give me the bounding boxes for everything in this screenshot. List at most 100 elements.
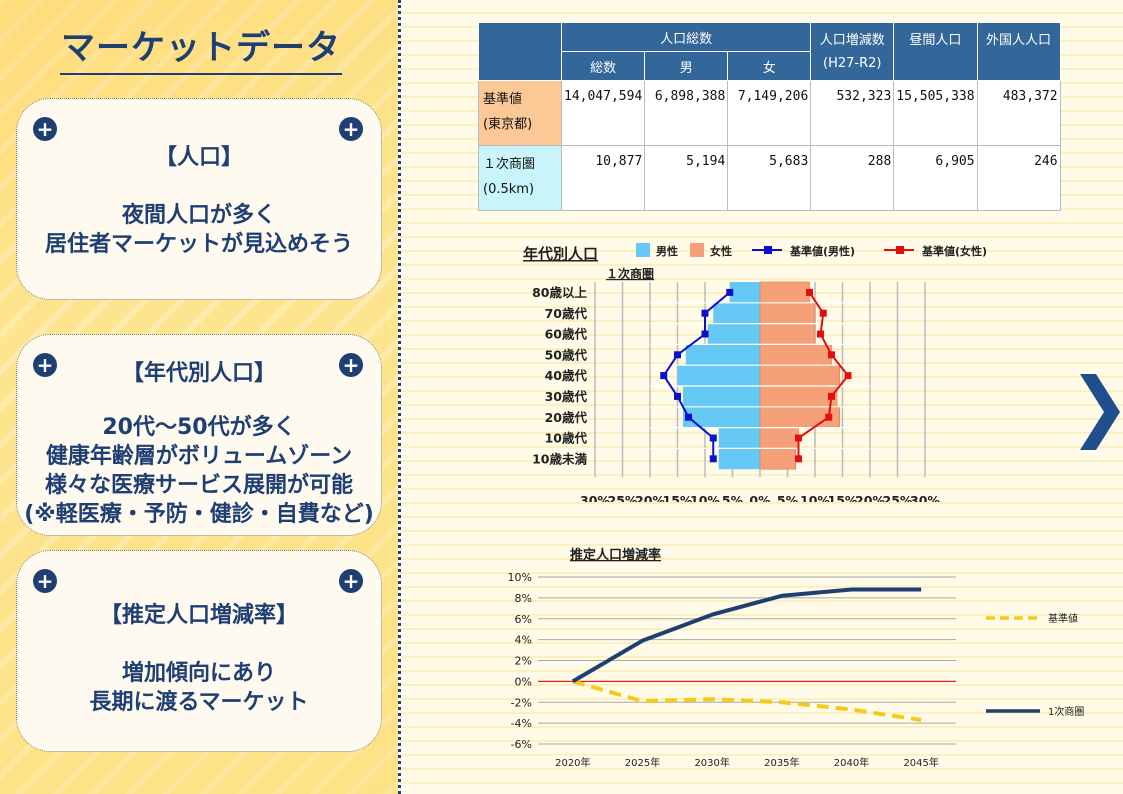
y-tick-label: 6% <box>515 613 532 626</box>
legend-label: 男性 <box>656 244 678 258</box>
series-marker <box>701 330 709 338</box>
cell-female: 5,683 <box>727 145 812 211</box>
plus-icon[interactable]: + <box>33 569 57 593</box>
bar-female <box>759 281 810 304</box>
header-foreign: 外国人人口 <box>976 22 1061 81</box>
legend-marker <box>896 246 904 254</box>
series-marker <box>828 351 835 359</box>
plus-icon[interactable]: + <box>339 569 363 593</box>
card-heading: 【推定人口増減率】 <box>99 603 298 628</box>
series-marker <box>726 288 734 296</box>
header-change-label: 人口増減数 <box>819 33 885 48</box>
row-label: １次商圏 (0.5km) <box>478 145 562 211</box>
series-marker <box>674 351 681 359</box>
bar-female <box>759 427 799 449</box>
series-marker <box>709 434 717 442</box>
series-marker <box>701 309 709 317</box>
plus-icon[interactable]: + <box>339 353 363 377</box>
x-tick-label: 0% <box>749 493 771 502</box>
card-heading: 【年代別人口】 <box>121 361 276 386</box>
x-tick-label: 20% <box>855 493 885 502</box>
y-tick-label: -2% <box>511 696 532 709</box>
page-title-wrap: マーケットデータ <box>60 20 342 75</box>
series-line <box>571 587 922 684</box>
legend-label: 基準値(男性) <box>789 244 855 258</box>
row-label-sub: (0.5km) <box>483 182 535 197</box>
y-tick-label: 10% <box>508 571 532 584</box>
cell-total: 10,877 <box>560 145 646 211</box>
bar-male <box>718 427 760 449</box>
header-daytime: 昼間人口 <box>893 22 978 81</box>
cell-foreign: 483,372 <box>976 80 1061 146</box>
plus-icon[interactable]: + <box>339 117 363 141</box>
series-marker <box>844 372 852 380</box>
series-marker <box>709 455 717 463</box>
y-category-label: 60歳代 <box>545 327 588 342</box>
card-heading: 【人口】 <box>154 145 243 170</box>
x-tick-label: 20% <box>635 493 665 502</box>
bar-male <box>683 406 760 428</box>
x-tick-label: 2025年 <box>625 756 660 769</box>
series-marker <box>685 413 692 421</box>
row-label-main: １次商圏 <box>483 157 536 172</box>
card-body: 夜間人口が多く 居住者マーケットが見込めそう <box>44 203 353 257</box>
y-tick-label: -4% <box>511 717 532 730</box>
x-tick-label: 15% <box>828 493 858 502</box>
x-tick-label: 2040年 <box>834 756 869 769</box>
cell-change: 532,323 <box>810 80 895 146</box>
header-female: 女 <box>727 51 812 81</box>
x-tick-label: 30% <box>910 493 940 502</box>
legend-marker <box>764 246 772 254</box>
table-row: 基準値 (東京都) 14,047,594 6,898,388 7,149,206… <box>478 80 1061 146</box>
cell-total: 14,047,594 <box>560 80 646 146</box>
x-tick-label: 2035年 <box>764 756 799 769</box>
y-tick-label: 2% <box>515 655 532 668</box>
card-age-population: + + 【年代別人口】 20代～50代が多く 健康年齢層がボリュームゾーン 様々… <box>16 334 382 536</box>
y-category-label: 10歳代 <box>545 431 588 446</box>
y-category-label: 30歳代 <box>545 389 588 404</box>
header-population-total: 人口総数 <box>560 22 812 52</box>
x-tick-label: 25% <box>883 493 913 502</box>
x-tick-label: 15% <box>663 493 693 502</box>
x-tick-label: 10% <box>800 493 830 502</box>
series-line <box>572 679 922 722</box>
series-marker <box>817 330 824 338</box>
header-change-period: (H27-R2) <box>823 56 882 71</box>
card-growth-rate: + + 【推定人口増減率】 増加傾向にあり 長期に渡るマーケット <box>16 550 382 752</box>
cell-change: 288 <box>810 145 895 211</box>
y-tick-label: 4% <box>515 634 532 647</box>
bar-male <box>683 386 760 407</box>
row-label-sub: (東京都) <box>483 117 533 132</box>
x-tick-label: 5% <box>777 493 799 502</box>
corner-header <box>478 22 562 81</box>
header-male: 男 <box>644 51 729 81</box>
bar-female <box>759 302 816 324</box>
y-category-label: 80歳以上 <box>532 285 587 300</box>
series-marker <box>825 413 833 421</box>
cell-daytime: 6,905 <box>893 145 978 211</box>
legend-swatch <box>636 243 650 257</box>
x-tick-label: 5% <box>722 493 744 502</box>
legend-label: 女性 <box>710 244 732 258</box>
y-tick-label: 0% <box>515 675 532 688</box>
plus-icon[interactable]: + <box>33 117 57 141</box>
legend-label: 基準値(女性) <box>921 244 987 258</box>
card-population: + + 【人口】 夜間人口が多く 居住者マーケットが見込めそう <box>16 98 382 300</box>
header-total: 総数 <box>560 51 646 81</box>
legend-label: 基準値 <box>1048 612 1078 625</box>
series-marker <box>795 434 802 442</box>
bar-male <box>685 344 760 366</box>
cell-male: 6,898,388 <box>644 80 729 146</box>
x-tick-label: 25% <box>608 493 638 502</box>
series-marker <box>795 455 802 463</box>
series-marker <box>819 309 827 317</box>
bar-female <box>759 323 816 345</box>
chevron-right-icon[interactable] <box>1076 372 1122 452</box>
card-body: 増加傾向にあり 長期に渡るマーケット <box>89 661 309 715</box>
x-tick-label: 10% <box>690 493 720 502</box>
population-table: 人口総数 人口増減数 (H27-R2) 昼間人口 外国人人口 総数 男 女 基準… <box>478 22 1061 211</box>
page-title: マーケットデータ <box>61 28 341 68</box>
cell-daytime: 15,505,338 <box>893 80 978 146</box>
plus-icon[interactable]: + <box>33 353 57 377</box>
